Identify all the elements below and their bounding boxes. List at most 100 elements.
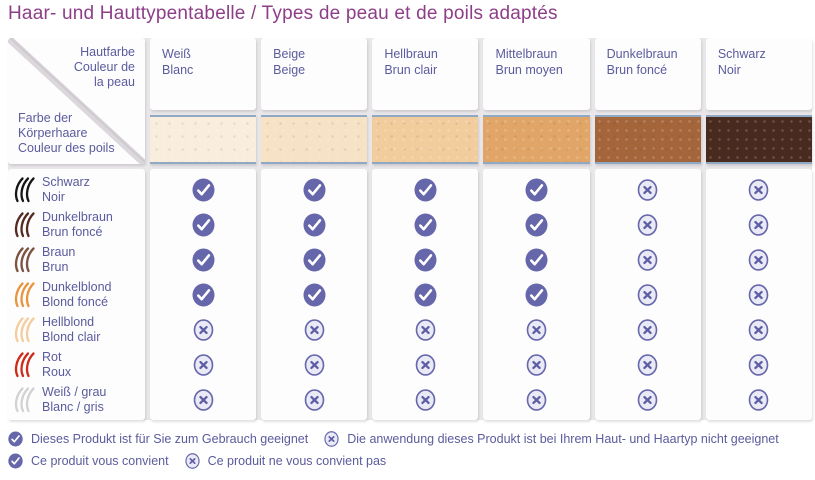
mark-cell — [595, 312, 701, 347]
mark-cell — [372, 347, 478, 382]
check-icon — [303, 178, 326, 202]
marks-column — [261, 169, 368, 420]
legend-suitable-de: Dieses Produkt ist für Sie zum Gebrauch … — [31, 432, 309, 446]
skin-color-axis-label: Hautfarbe Couleur de la peau — [74, 45, 135, 90]
check-icon — [192, 283, 215, 307]
hair-label-fr: Noir — [42, 189, 65, 204]
cross-icon — [748, 248, 769, 271]
skin-label-fr: Noir — [717, 63, 741, 77]
mark-cell — [595, 207, 701, 242]
skin-swatch — [372, 115, 479, 164]
check-icon — [414, 248, 437, 272]
corner-line: Hautfarbe — [80, 45, 135, 59]
hair-row: Weiß / grau Blanc / gris — [8, 382, 145, 417]
mark-cell — [483, 347, 589, 382]
cross-icon — [304, 388, 325, 411]
skin-column-header: Beige Beige — [261, 38, 368, 110]
marks-column — [594, 169, 701, 420]
skin-column-header: Dunkelbraun Brun foncé — [594, 38, 701, 110]
corner-line: Farbe der — [18, 111, 73, 125]
mark-cell — [706, 207, 812, 242]
mark-cell — [372, 382, 478, 417]
mark-cell — [261, 277, 367, 312]
hair-strands-icon — [13, 246, 37, 273]
skin-label-de: Hellbraun — [384, 47, 438, 61]
cross-icon — [415, 353, 436, 376]
check-icon — [192, 178, 215, 202]
hair-strands-icon — [13, 281, 37, 308]
mark-cell — [372, 277, 478, 312]
mark-cell — [261, 242, 367, 277]
hair-label-de: Schwarz — [42, 174, 90, 189]
legend: Dieses Produkt ist für Sie zum Gebrauch … — [8, 431, 779, 475]
hair-label-fr: Brun — [42, 259, 69, 274]
check-icon — [414, 178, 437, 202]
hair-label-de: Dunkelblond — [42, 279, 112, 294]
skin-label-de: Beige — [273, 47, 306, 61]
hair-row: Dunkelblond Blond foncé — [8, 277, 145, 312]
skin-column-header: Mittelbraun Brun moyen — [483, 38, 590, 110]
skin-label-fr: Beige — [273, 63, 306, 77]
skin-column-header: Schwarz Noir — [705, 38, 812, 110]
check-icon — [303, 213, 326, 237]
mark-cell — [261, 312, 367, 347]
cross-icon — [748, 213, 769, 236]
cross-icon — [748, 283, 769, 306]
skin-label-de: Schwarz — [717, 47, 766, 61]
check-icon — [414, 213, 437, 237]
corner-line: Körperhaare — [18, 126, 88, 140]
hair-label: Braun Brun — [42, 245, 75, 275]
cross-icon — [637, 178, 658, 201]
check-icon — [525, 248, 548, 272]
mark-cell — [372, 312, 478, 347]
mark-cell — [372, 242, 478, 277]
hair-skin-type-table: Hautfarbe Couleur de la peau Farbe der K… — [8, 38, 812, 420]
mark-cell — [261, 207, 367, 242]
cross-icon — [193, 388, 214, 411]
mark-cell — [150, 277, 256, 312]
hair-color-axis-label: Farbe der Körperhaare Couleur des poils — [18, 111, 115, 156]
cross-icon — [637, 353, 658, 376]
mark-cell — [595, 172, 701, 207]
skin-swatch — [705, 115, 812, 164]
cross-icon — [637, 388, 658, 411]
hair-label: Rot Roux — [42, 350, 71, 380]
skin-column-header: Weiß Blanc — [150, 38, 257, 110]
legend-not-suitable-de: Die anwendung dieses Produkt ist bei Ihr… — [347, 432, 779, 446]
cross-icon — [748, 353, 769, 376]
hair-label: Hellblond Blond clair — [42, 315, 100, 345]
mark-cell — [261, 172, 367, 207]
skin-label-de: Weiß — [162, 47, 191, 61]
cross-icon — [304, 353, 325, 376]
mark-cell — [706, 312, 812, 347]
hair-label-de: Braun — [42, 244, 76, 259]
cross-icon — [526, 353, 547, 376]
check-icon — [8, 453, 23, 469]
skin-label-fr: Brun foncé — [606, 63, 668, 77]
check-icon — [192, 248, 215, 272]
hair-row: Schwarz Noir — [8, 172, 145, 207]
mark-cell — [261, 382, 367, 417]
skin-label-de: Dunkelbraun — [606, 47, 678, 61]
mark-cell — [150, 312, 256, 347]
mark-cell — [483, 312, 589, 347]
check-icon — [414, 283, 437, 307]
legend-line-de: Dieses Produkt ist für Sie zum Gebrauch … — [8, 431, 779, 447]
cross-icon — [748, 318, 769, 341]
hair-label: Schwarz Noir — [42, 175, 90, 205]
legend-line-fr: Ce produit vous convient Ce produit ne v… — [8, 453, 779, 469]
mark-cell — [595, 242, 701, 277]
mark-cell — [595, 347, 701, 382]
skin-label-fr: Brun moyen — [495, 63, 563, 77]
skin-label-de: Mittelbraun — [495, 47, 558, 61]
cross-icon — [184, 453, 200, 469]
corner-line: la peau — [93, 75, 135, 89]
hair-row: Rot Roux — [8, 347, 145, 382]
cross-icon — [748, 178, 769, 201]
hair-label-column: Schwarz Noir Dunkelbraun Brun foncé Braun Bru… — [8, 169, 145, 420]
skin-label-fr: Blanc — [162, 63, 194, 77]
check-icon — [8, 431, 23, 447]
cross-icon — [193, 353, 214, 376]
skin-swatch — [483, 115, 590, 164]
marks-column — [483, 169, 590, 420]
